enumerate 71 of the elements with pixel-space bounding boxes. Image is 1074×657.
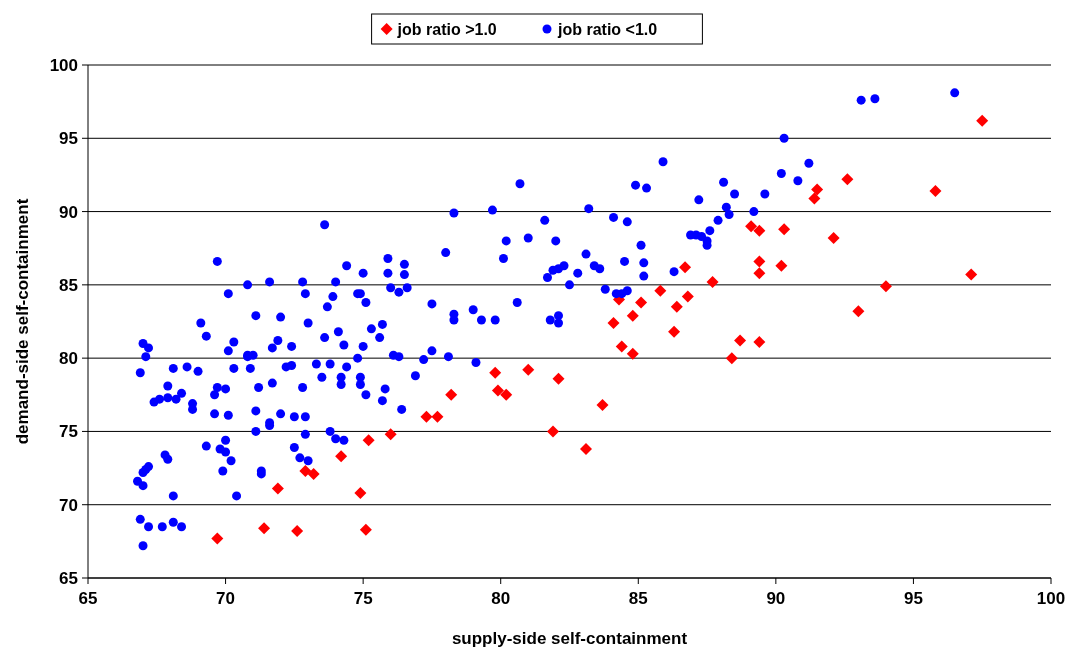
point [811,183,824,196]
y-tick-label: 95 [59,129,78,149]
point [827,231,840,244]
point [808,192,821,205]
x-tick-label: 65 [78,589,98,608]
point [929,185,942,198]
point [976,114,989,127]
point [489,366,502,379]
y-tick-label: 85 [59,275,78,295]
point [725,352,738,365]
point [778,223,791,236]
point [753,255,766,268]
point [681,290,694,303]
legend-label: job ratio >1.0 [396,20,497,38]
point [753,336,766,349]
y-tick-label: 100 [49,55,78,75]
point [552,372,565,385]
y-tick-label: 65 [59,568,78,588]
y-axis-title: demand-side self-containment [13,198,32,445]
point [841,173,854,186]
point [670,300,683,313]
point [852,305,865,318]
point [491,384,504,397]
point [299,465,312,477]
point [258,522,271,535]
point [359,523,372,536]
point [654,284,667,297]
point [522,363,535,376]
point [500,388,513,401]
point [706,275,719,288]
point [580,443,593,456]
point [626,347,639,360]
point [335,450,348,463]
point [775,259,788,272]
point [679,261,692,274]
x-tick-label: 95 [903,589,923,608]
point [431,410,444,423]
y-tick-label: 70 [59,495,78,515]
point [384,428,397,441]
x-axis-title: supply-side self-containment [451,629,688,648]
y-tick-label: 90 [59,202,78,222]
x-tick-label: 75 [353,589,373,608]
x-tick-label: 90 [766,589,786,608]
point [607,316,620,329]
y-tick-label: 80 [59,349,78,369]
point [668,325,681,338]
x-tick-label: 70 [216,589,236,608]
point [546,425,559,438]
point [734,334,747,347]
point [965,268,978,281]
point [626,309,639,322]
point [445,388,458,401]
point [635,296,648,309]
point [354,486,367,499]
legend-label: job ratio <1.0 [557,20,658,38]
point [596,399,609,412]
point [211,532,224,545]
point [745,220,758,233]
point [307,467,320,480]
x-tick-label: 100 [1036,589,1066,608]
x-tick-label: 85 [628,589,648,608]
point [879,280,892,293]
point [271,482,284,495]
point [420,410,433,423]
x-tick-label: 80 [491,589,511,608]
point [362,434,375,447]
point [291,525,304,538]
point [615,340,628,353]
y-tick-label: 75 [59,422,78,442]
point [753,267,766,280]
point [753,224,766,237]
